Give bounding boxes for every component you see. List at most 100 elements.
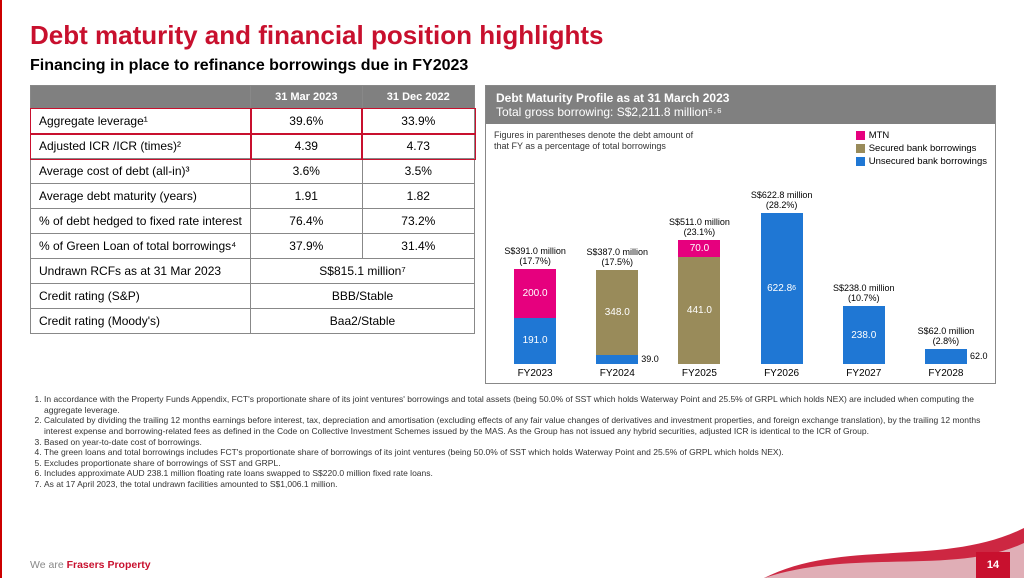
bar-segment-unsecured: 622.86	[761, 213, 803, 364]
bar-stack: 238.0	[843, 306, 885, 364]
footnote-item: Based on year-to-date cost of borrowings…	[44, 437, 996, 448]
table-row: % of debt hedged to fixed rate interest7…	[31, 209, 475, 234]
bar-x-label: FY2024	[600, 368, 635, 379]
row-value-1: 3.6%	[251, 159, 363, 184]
bar-segment-unsecured: 238.0	[843, 306, 885, 364]
chart-note: Figures in parentheses denote the debt a…	[494, 130, 694, 152]
row-value-2: 3.5%	[362, 159, 474, 184]
row-label: Undrawn RCFs as at 31 Mar 2023	[31, 259, 251, 284]
chart-legend: MTN Secured bank borrowings Unsecured ba…	[856, 130, 987, 169]
row-value-2: 73.2%	[362, 209, 474, 234]
bar-x-label: FY2025	[682, 368, 717, 379]
bar-column: S$387.0 million(17.5%)348.039.0 FY2024	[576, 171, 658, 379]
page-subtitle: Financing in place to refinance borrowin…	[30, 57, 996, 75]
row-label: Credit rating (Moody's)	[31, 309, 251, 334]
footnotes: In accordance with the Property Funds Ap…	[30, 394, 996, 490]
row-value-1: 37.9%	[251, 234, 363, 259]
segment-value: 62.0	[970, 351, 988, 361]
row-value-1: 76.4%	[251, 209, 363, 234]
row-value-2: 4.73	[362, 134, 474, 159]
bar-stack: 62.0	[925, 349, 967, 364]
brand-accent: Frasers Property	[67, 559, 151, 571]
bar-top-label: S$62.0 million(2.8%)	[918, 327, 975, 347]
bar-stack: 348.039.0	[596, 270, 638, 364]
row-label: Average debt maturity (years)	[31, 184, 251, 209]
bar-top-label: S$511.0 million(23.1%)	[669, 218, 730, 238]
page-title: Debt maturity and financial position hig…	[30, 20, 996, 51]
footnote-item: Calculated by dividing the trailing 12 m…	[44, 415, 996, 436]
th-blank	[31, 86, 251, 109]
row-value-1: 39.6%	[251, 109, 363, 134]
bar-top-label: S$387.0 million(17.5%)	[586, 248, 648, 268]
row-label: Credit rating (S&P)	[31, 284, 251, 309]
th-col2: 31 Dec 2022	[362, 86, 474, 109]
segment-value: 39.0	[641, 354, 659, 364]
legend-mtn: MTN	[869, 130, 890, 141]
row-label: % of Green Loan of total borrowings⁴	[31, 234, 251, 259]
row-value-2: 31.4%	[362, 234, 474, 259]
metrics-table-wrap: 31 Mar 2023 31 Dec 2022 Aggregate levera…	[30, 85, 475, 384]
legend-unsecured: Unsecured bank borrowings	[869, 156, 987, 167]
row-label: Adjusted ICR /ICR (times)²	[31, 134, 251, 159]
footnote-item: As at 17 April 2023, the total undrawn f…	[44, 479, 996, 490]
footer: We are Frasers Property 14	[2, 552, 1024, 578]
table-row: Adjusted ICR /ICR (times)²4.394.73	[31, 134, 475, 159]
row-value: BBB/Stable	[251, 284, 475, 309]
bar-x-label: FY2028	[928, 368, 963, 379]
bar-stack: 70.0441.0	[678, 240, 720, 364]
brand-pre: We are	[30, 559, 67, 571]
bar-x-label: FY2027	[846, 368, 881, 379]
table-row: Credit rating (S&P)BBB/Stable	[31, 284, 475, 309]
table-row: Undrawn RCFs as at 31 Mar 2023S$815.1 mi…	[31, 259, 475, 284]
footnote-item: Includes approximate AUD 238.1 million f…	[44, 468, 996, 479]
bar-column: S$622.8 million(28.2%)622.86 FY2026	[741, 171, 823, 379]
bar-segment-unsecured: 62.0	[925, 349, 967, 364]
row-value-1: 1.91	[251, 184, 363, 209]
legend-secured: Secured bank borrowings	[869, 143, 977, 154]
footnote-item: Excludes proportionate share of borrowin…	[44, 458, 996, 469]
bar-segment-mtn: 200.0	[514, 269, 556, 318]
footnote-item: The green loans and total borrowings inc…	[44, 447, 996, 458]
bar-top-label: S$391.0 million(17.7%)	[504, 247, 566, 267]
footer-brand: We are Frasers Property	[30, 559, 151, 571]
bar-column: S$511.0 million(23.1%)70.0441.0FY2025	[658, 171, 740, 379]
table-row: % of Green Loan of total borrowings⁴37.9…	[31, 234, 475, 259]
bar-x-label: FY2023	[518, 368, 553, 379]
legend-swatch-secured	[856, 144, 865, 153]
bar-segment-mtn: 70.0	[678, 240, 720, 257]
table-row: Average cost of debt (all-in)³3.6%3.5%	[31, 159, 475, 184]
bar-segment-secured: 348.0	[596, 270, 638, 355]
bar-stack: 622.86	[761, 213, 803, 364]
metrics-table: 31 Mar 2023 31 Dec 2022 Aggregate levera…	[30, 85, 475, 334]
bar-segment-unsecured: 39.0	[596, 355, 638, 364]
bar-column: S$391.0 million(17.7%)200.0191.0 FY2023	[494, 171, 576, 379]
bars-area: S$391.0 million(17.7%)200.0191.0FY2023S$…	[494, 169, 987, 379]
legend-swatch-unsecured	[856, 157, 865, 166]
legend-swatch-mtn	[856, 131, 865, 140]
row-value: Baa2/Stable	[251, 309, 475, 334]
row-value-2: 33.9%	[362, 109, 474, 134]
chart-header: Debt Maturity Profile as at 31 March 202…	[486, 86, 995, 124]
th-col1: 31 Mar 2023	[251, 86, 363, 109]
page-number: 14	[976, 552, 1010, 578]
row-value-2: 1.82	[362, 184, 474, 209]
slide: Debt maturity and financial position hig…	[0, 0, 1024, 578]
bar-column: S$62.0 million(2.8%) 62.0 FY2028	[905, 171, 987, 379]
footnote-item: In accordance with the Property Funds Ap…	[44, 394, 996, 415]
bar-top-label: S$238.0 million(10.7%)	[833, 284, 895, 304]
bar-x-label: FY2026	[764, 368, 799, 379]
chart-header-l1: Debt Maturity Profile as at 31 March 202…	[496, 91, 985, 105]
table-row: Aggregate leverage¹39.6%33.9%	[31, 109, 475, 134]
chart-panel: Debt Maturity Profile as at 31 March 202…	[485, 85, 996, 384]
row-value-1: 4.39	[251, 134, 363, 159]
bar-segment-unsecured: 191.0	[514, 318, 556, 364]
row-label: % of debt hedged to fixed rate interest	[31, 209, 251, 234]
row-value: S$815.1 million⁷	[251, 259, 475, 284]
row-label: Average cost of debt (all-in)³	[31, 159, 251, 184]
row-label: Aggregate leverage¹	[31, 109, 251, 134]
table-row: Average debt maturity (years)1.911.82	[31, 184, 475, 209]
bar-segment-secured: 441.0	[678, 257, 720, 364]
bar-top-label: S$622.8 million(28.2%)	[751, 191, 813, 211]
bar-column: S$238.0 million(10.7%)238.0 FY2027	[823, 171, 905, 379]
bar-stack: 200.0191.0	[514, 269, 556, 364]
